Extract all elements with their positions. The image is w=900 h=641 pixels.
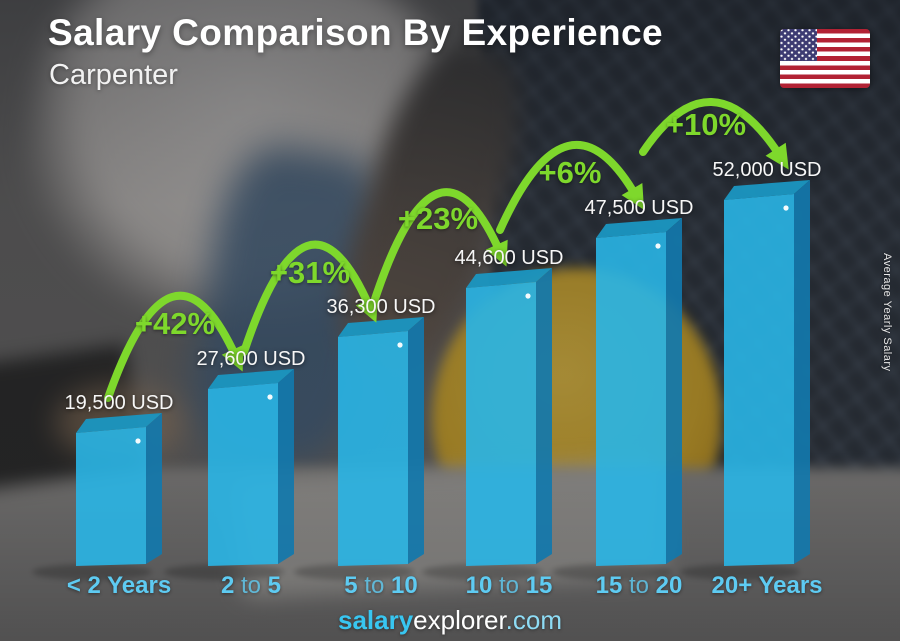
- increase-arrow-2: [370, 188, 508, 306]
- y-axis-label: Average Yearly Salary: [881, 253, 893, 372]
- bar-highlight-dot: [783, 205, 789, 211]
- bar-front-face: [596, 232, 666, 566]
- bar-top-face: [724, 180, 810, 200]
- bar-top-face: [466, 268, 552, 288]
- arrow-arc: [104, 291, 240, 402]
- increase-arrow-4: [639, 98, 789, 170]
- bar-highlight-dot: [135, 438, 141, 444]
- bar-highlight-dot: [397, 342, 403, 348]
- bar-2: [294, 317, 424, 580]
- bar-front-face: [724, 194, 794, 566]
- increase-arrow-0: [104, 291, 244, 402]
- brand-explorer: explorer: [413, 605, 506, 635]
- bar-4: [552, 218, 682, 580]
- bar-side-face: [666, 218, 682, 564]
- us-flag-icon: [780, 29, 870, 88]
- bar-front-face: [466, 282, 536, 566]
- bar-side-face: [536, 268, 552, 564]
- bar-3: [422, 268, 552, 580]
- arrow-arc: [496, 140, 640, 234]
- bar-side-face: [408, 317, 424, 564]
- bar-side-face: [794, 180, 810, 564]
- arrow-arc: [639, 98, 784, 160]
- flag-canton-stars: [780, 29, 817, 61]
- bar-0: [32, 413, 162, 580]
- arrow-head-icon: [221, 344, 244, 372]
- bar-5: [680, 180, 810, 580]
- bar-top-face: [596, 218, 682, 238]
- brand-salary: salary: [337, 605, 414, 635]
- increase-arrow-3: [496, 140, 645, 234]
- arrow-arc: [240, 240, 374, 356]
- brand-domain: .com: [505, 605, 563, 635]
- site-watermark: salaryexplorer.com: [0, 605, 900, 636]
- bar-highlight-dot: [655, 243, 661, 249]
- bar-front-face: [338, 331, 408, 566]
- bar-front-face: [76, 427, 146, 566]
- bar-highlight-dot: [267, 394, 273, 400]
- bar-highlight-dot: [525, 293, 531, 299]
- arrow-arc: [370, 188, 504, 306]
- bar-side-face: [278, 369, 294, 564]
- bar-top-face: [208, 369, 294, 389]
- bar-top-face: [76, 413, 162, 433]
- arrow-head-icon: [765, 142, 789, 170]
- bar-side-face: [146, 413, 162, 564]
- arrow-head-icon: [621, 183, 645, 210]
- bar-top-face: [338, 317, 424, 337]
- bar-1: [164, 369, 294, 580]
- arrow-head-icon: [485, 239, 508, 267]
- job-subtitle: Carpenter: [49, 59, 178, 91]
- bar-front-face: [208, 383, 278, 566]
- page-title: Salary Comparison By Experience: [48, 12, 663, 53]
